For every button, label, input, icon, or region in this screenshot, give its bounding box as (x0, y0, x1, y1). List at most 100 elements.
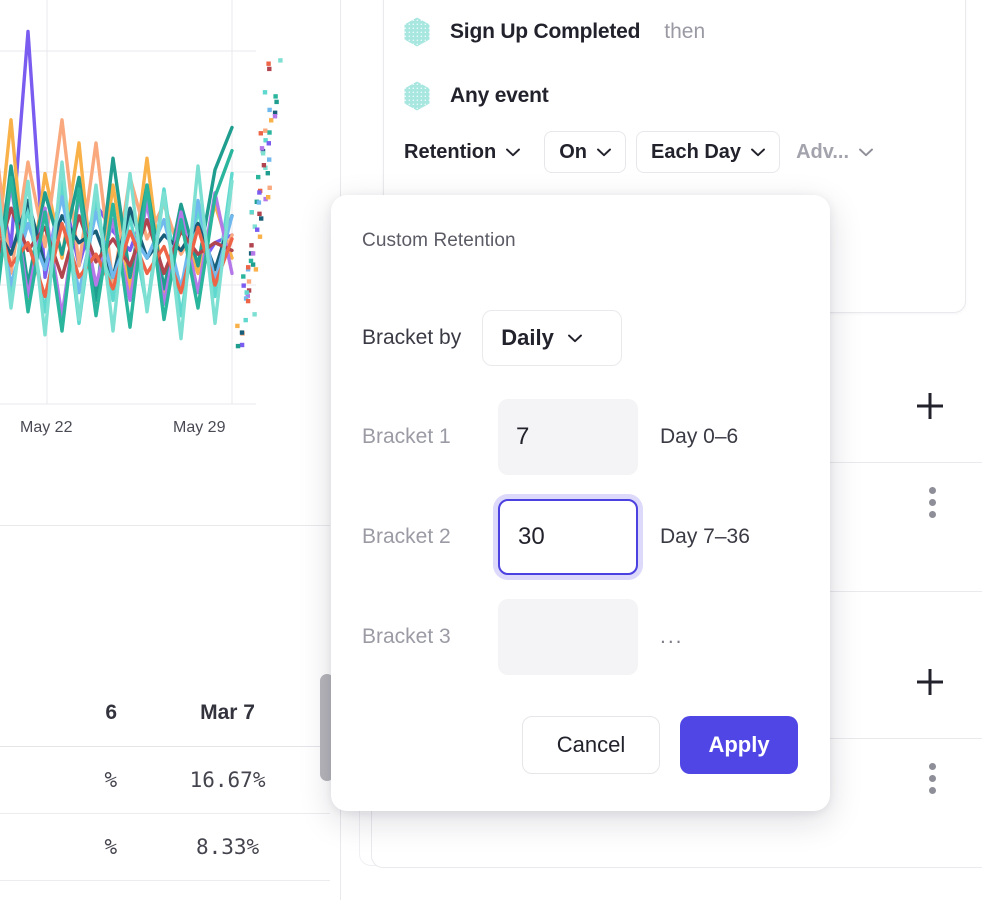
chevron-down-icon (751, 148, 766, 156)
advanced-select-label: Adv... (796, 140, 850, 163)
chart-point (245, 298, 251, 304)
chevron-down-icon (859, 148, 873, 156)
bracket-1-input[interactable] (498, 399, 638, 475)
chart-point (250, 251, 256, 256)
x-axis-tick-may-29: May 29 (173, 419, 226, 436)
chart-point (260, 151, 266, 156)
chart-point (272, 110, 278, 115)
vertical-scrollbar-thumb[interactable] (320, 674, 334, 781)
chevron-down-icon (506, 148, 521, 156)
left-analytics-column: May 22 May 29 1 6 Mar 7 % 16.67% % 8.33% (0, 0, 341, 900)
table-header-row: 6 Mar 7 (0, 680, 330, 747)
interval-select-each-day[interactable]: Each Day (636, 131, 781, 173)
bracket-row-2: Bracket 2 Day 7–36 (362, 496, 750, 578)
chart-point (249, 210, 254, 215)
modal-footer: Cancel Apply (331, 716, 830, 774)
apply-button[interactable]: Apply (680, 716, 798, 774)
chart-point (262, 90, 268, 95)
chart-point (257, 234, 263, 239)
chart-point (256, 174, 261, 180)
chart-point (250, 262, 256, 267)
bracket-row-3: Bracket 3 ... (362, 596, 684, 678)
chart-point (263, 196, 268, 202)
chart-point (261, 163, 267, 168)
bracket-2-label: Bracket 2 (362, 525, 451, 548)
plus-icon (917, 393, 943, 419)
more-options-icon[interactable] (929, 487, 937, 518)
section-divider (0, 525, 330, 526)
table-row: % 16.67% (0, 747, 330, 814)
chart-series (0, 29, 234, 341)
chart-point (243, 296, 249, 301)
chevron-down-icon (567, 334, 582, 342)
chart-point (258, 131, 263, 136)
operator-select-on[interactable]: On (544, 131, 626, 173)
chart-line (0, 160, 234, 341)
chart-point (235, 343, 241, 349)
table-cell: 16.67% (189, 768, 266, 792)
chart-point (272, 114, 278, 119)
bracket-by-select[interactable]: Daily (482, 310, 623, 366)
bracket-2-input[interactable] (498, 499, 638, 575)
table-header-cell: Mar 7 (200, 701, 255, 724)
bracket-3-input[interactable] (498, 599, 638, 675)
table-cell: % (104, 835, 118, 859)
chart-point (267, 185, 272, 190)
event-row-sign-up-completed[interactable]: Sign Up Completed then (400, 15, 705, 49)
chart-point (267, 130, 272, 135)
chart-point (248, 258, 254, 264)
pagination-bar: 1 (0, 455, 340, 502)
chart-point (266, 141, 271, 146)
chart-point (257, 190, 262, 195)
chart-point (255, 227, 260, 232)
measure-select-retention[interactable]: Retention (398, 131, 534, 173)
bracket-2-range: Day 7–36 (660, 525, 750, 548)
chart-point (235, 323, 240, 329)
table-header-cell: 6 (105, 701, 118, 724)
more-options-icon[interactable] (929, 763, 937, 794)
retention-table: 6 Mar 7 % 16.67% % 8.33% (0, 680, 330, 881)
bracket-1-range: Day 0–6 (660, 425, 739, 448)
chart-point (274, 99, 279, 105)
event-name: Sign Up Completed (450, 20, 641, 43)
bracket-1-label: Bracket 1 (362, 425, 451, 448)
add-step-button-2[interactable] (913, 665, 947, 699)
advanced-select[interactable]: Adv... (790, 131, 887, 173)
chart-point (259, 146, 265, 151)
table-cell: 8.33% (195, 835, 260, 859)
event-connector: then (664, 20, 706, 43)
measure-controls-row: Retention On Each Day Adv... (398, 131, 887, 173)
chart-point (246, 265, 251, 270)
x-axis-tick-may-22: May 22 (20, 419, 73, 436)
event-row-any-event[interactable]: Any event (400, 79, 549, 113)
custom-retention-modal: Custom Retention Bracket by Daily Bracke… (331, 195, 830, 811)
chart-point (278, 58, 283, 63)
chart-line (0, 148, 234, 333)
add-step-button-1[interactable] (913, 389, 947, 423)
table-row: % 8.33% (0, 814, 330, 881)
chart-point (263, 138, 268, 143)
chart-point (256, 200, 262, 205)
chart-point (252, 224, 257, 229)
measure-select-label: Retention (404, 140, 497, 163)
chart-point (259, 216, 264, 221)
event-name: Any event (450, 84, 549, 107)
chart-point (239, 330, 245, 335)
chart-point (243, 317, 248, 323)
bracket-3-range: ... (660, 625, 684, 648)
bracket-by-value: Daily (501, 325, 554, 350)
chart-point (267, 157, 272, 162)
chart-point (273, 94, 278, 99)
cancel-button[interactable]: Cancel (522, 716, 660, 774)
chart-point (241, 283, 246, 288)
chart-point (266, 195, 271, 200)
modal-title: Custom Retention (362, 230, 516, 251)
chart-point (246, 279, 252, 284)
operator-select-label: On (559, 140, 587, 163)
bracket-row-1: Bracket 1 Day 0–6 (362, 396, 738, 478)
bracket-3-label: Bracket 3 (362, 625, 451, 648)
chart-point (246, 288, 252, 293)
chart-point (249, 243, 254, 248)
hexagon-icon (404, 81, 430, 111)
chart-point (252, 312, 257, 317)
